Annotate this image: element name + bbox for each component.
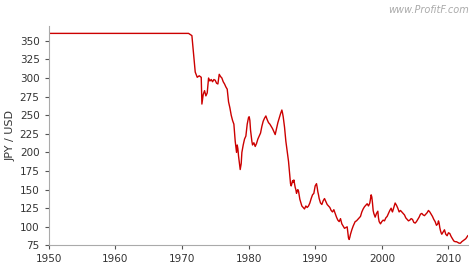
- Text: www.ProfitF.com: www.ProfitF.com: [388, 5, 468, 15]
- Y-axis label: JPY / USD: JPY / USD: [6, 110, 16, 161]
